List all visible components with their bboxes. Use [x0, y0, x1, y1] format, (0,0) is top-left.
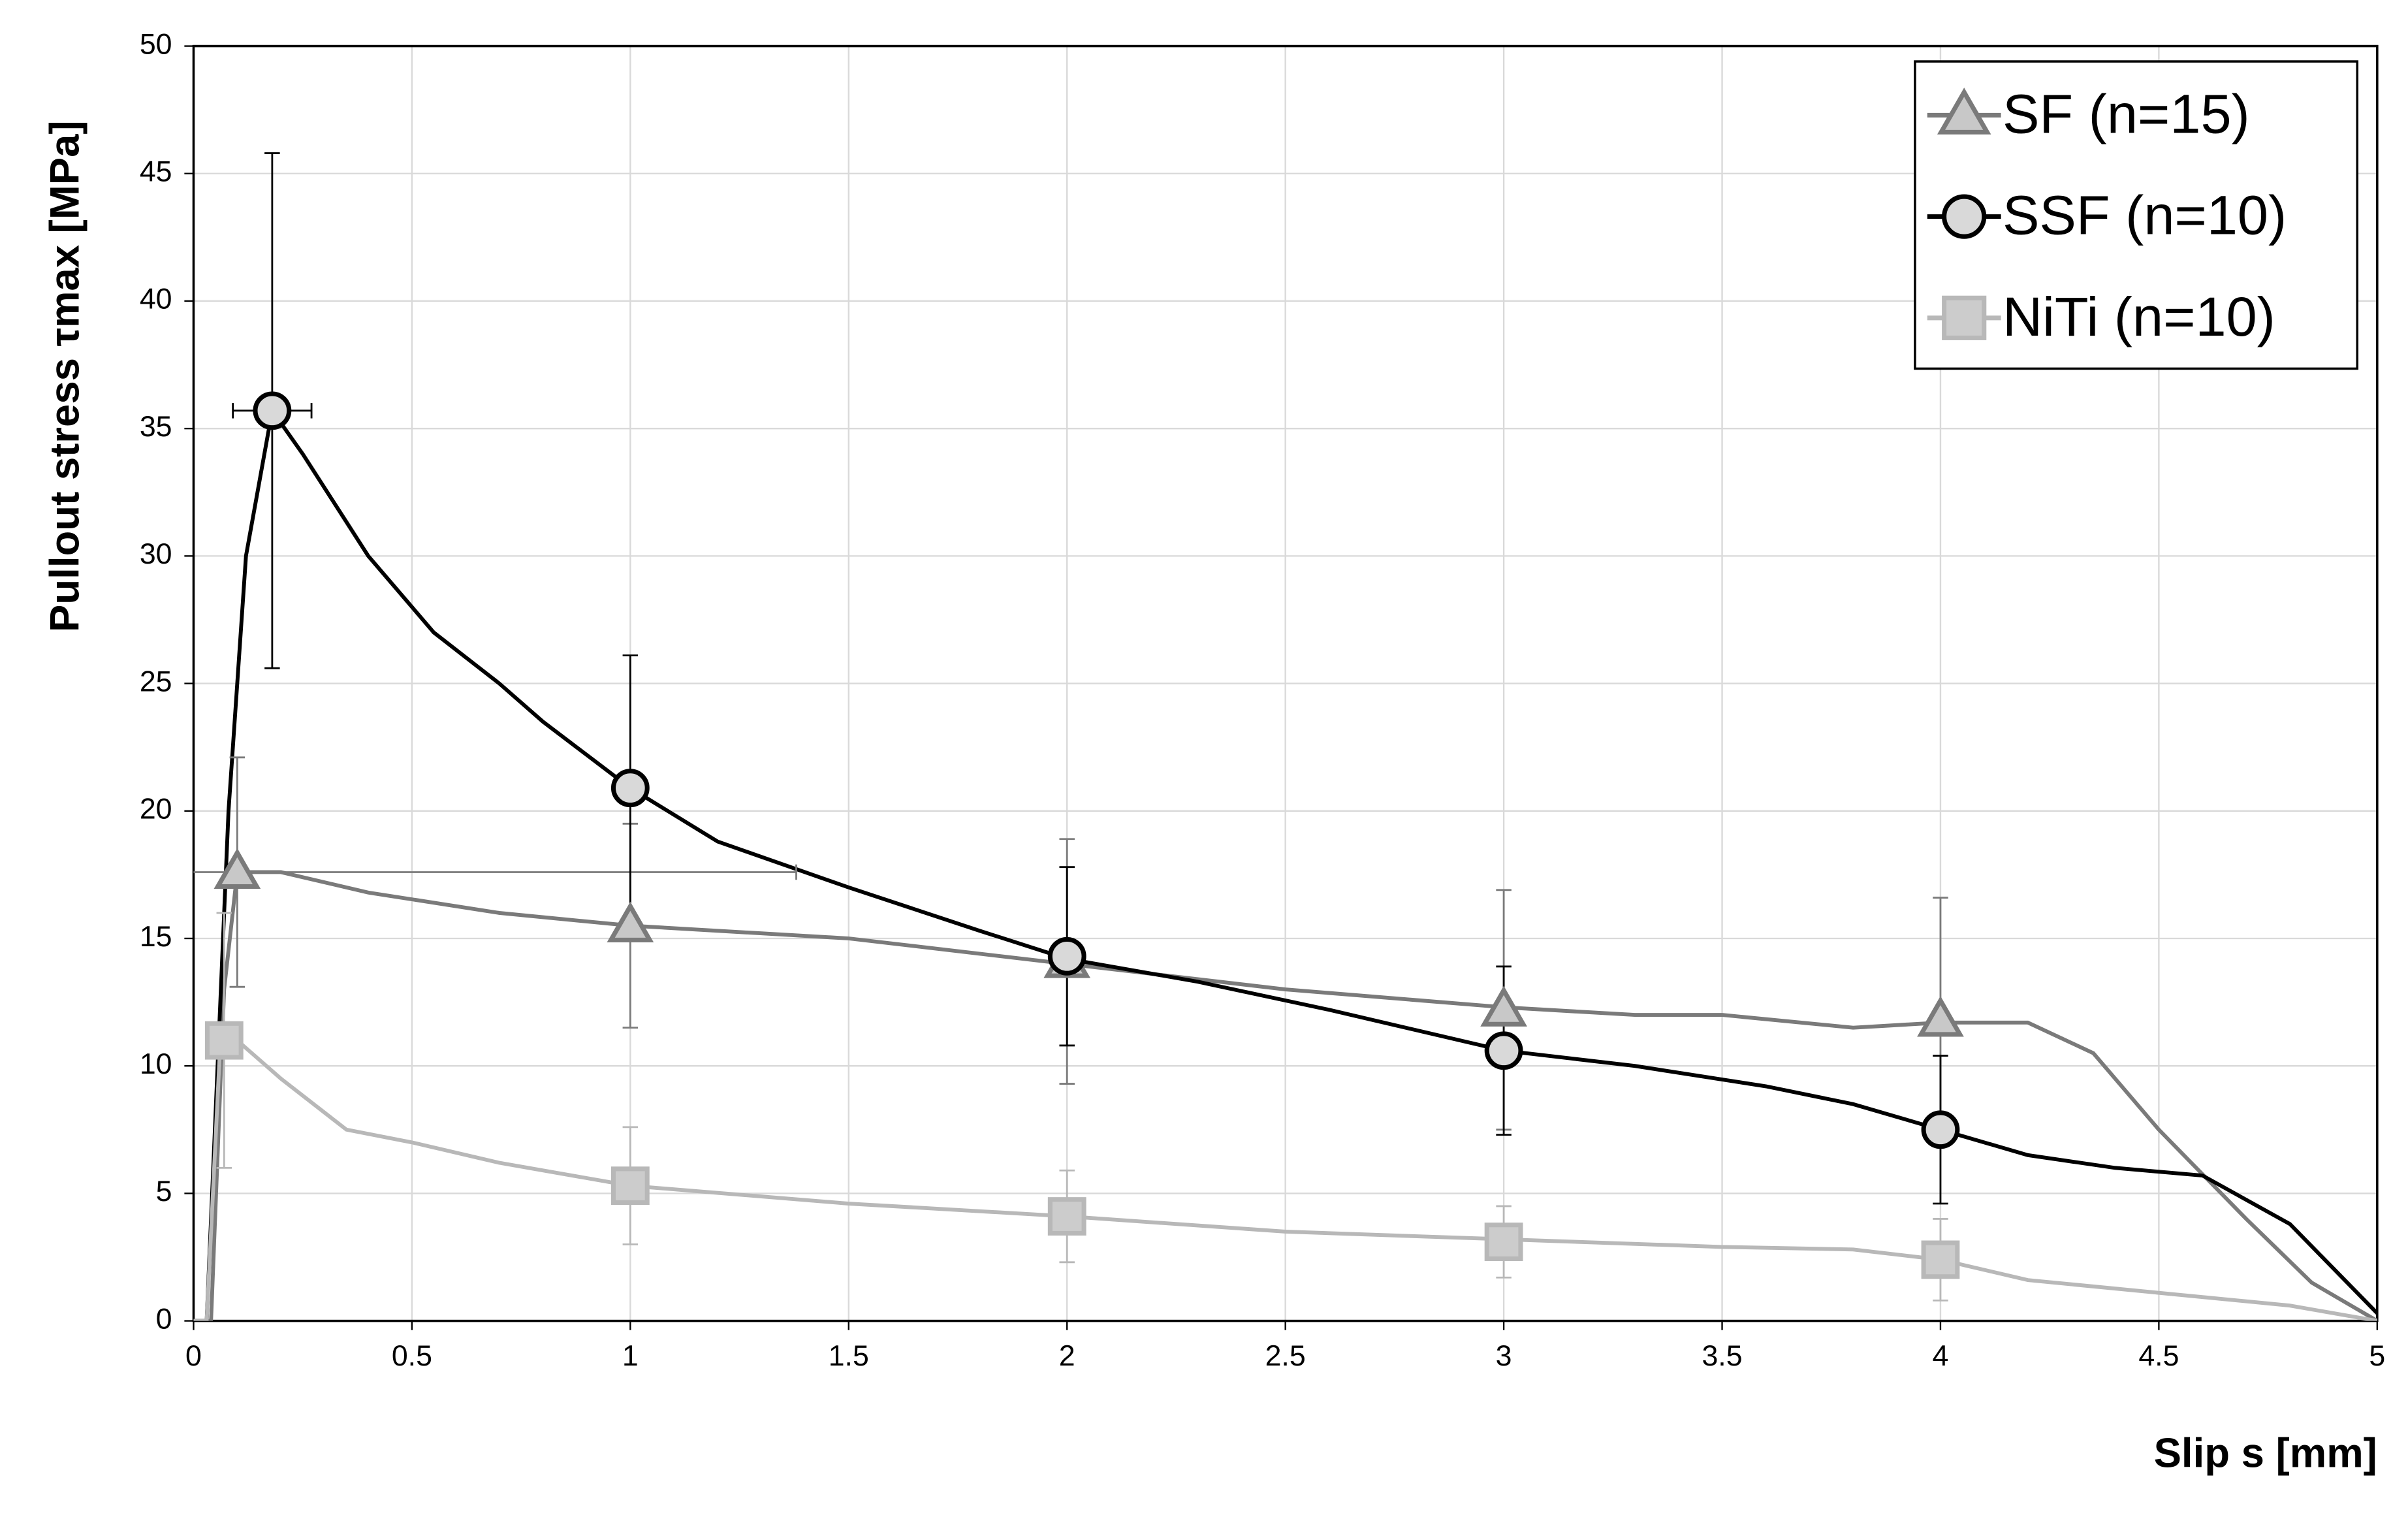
x-tick-label: 4 — [1933, 1340, 1949, 1372]
marker — [1942, 295, 1987, 340]
y-tick-label: 45 — [140, 156, 172, 188]
x-tick-label: 4.5 — [2138, 1340, 2179, 1372]
y-tick-label: 25 — [140, 665, 172, 697]
legend-label: SSF (n=10) — [2003, 184, 2287, 246]
marker — [1942, 194, 1987, 239]
x-tick-label: 3.5 — [1702, 1340, 1742, 1372]
y-tick-label: 5 — [156, 1175, 172, 1207]
x-tick-label: 0 — [185, 1340, 202, 1372]
marker — [1480, 985, 1527, 1027]
marker — [204, 1021, 244, 1060]
marker — [1484, 1223, 1523, 1261]
marker — [610, 769, 650, 808]
x-tick-label: 1 — [622, 1340, 639, 1372]
series-line — [193, 1038, 2377, 1321]
legend-label: NiTi (n=10) — [2003, 285, 2275, 347]
marker — [1484, 1031, 1523, 1070]
x-tick-label: 2 — [1059, 1340, 1075, 1372]
y-tick-label: 40 — [140, 283, 172, 315]
marker — [610, 1166, 650, 1206]
y-tick-label: 35 — [140, 411, 172, 443]
x-tick-label: 0.5 — [392, 1340, 432, 1372]
y-tick-label: 15 — [140, 921, 172, 953]
x-tick-label: 2.5 — [1265, 1340, 1306, 1372]
y-tick-label: 50 — [140, 28, 172, 60]
legend-label: SF (n=15) — [2003, 82, 2250, 144]
x-tick-label: 3 — [1496, 1340, 1512, 1372]
marker — [1937, 88, 1991, 135]
y-tick-label: 10 — [140, 1048, 172, 1080]
x-axis-label: Slip s [mm] — [2154, 1430, 2377, 1476]
marker — [1921, 1240, 1960, 1279]
y-tick-label: 0 — [156, 1303, 172, 1335]
marker — [214, 848, 261, 889]
marker — [1047, 1197, 1086, 1236]
marker — [1921, 1110, 1960, 1149]
x-tick-label: 1.5 — [829, 1340, 869, 1372]
marker — [253, 391, 292, 430]
x-tick-label: 5 — [2369, 1340, 2385, 1372]
y-axis-label: Pullout stress τmax [MPa] — [42, 120, 87, 632]
y-tick-label: 30 — [140, 538, 172, 570]
plot-frame — [192, 44, 2379, 1322]
marker — [1047, 936, 1086, 976]
marker — [1917, 996, 1964, 1037]
marker — [607, 901, 654, 942]
y-tick-label: 20 — [140, 793, 172, 825]
